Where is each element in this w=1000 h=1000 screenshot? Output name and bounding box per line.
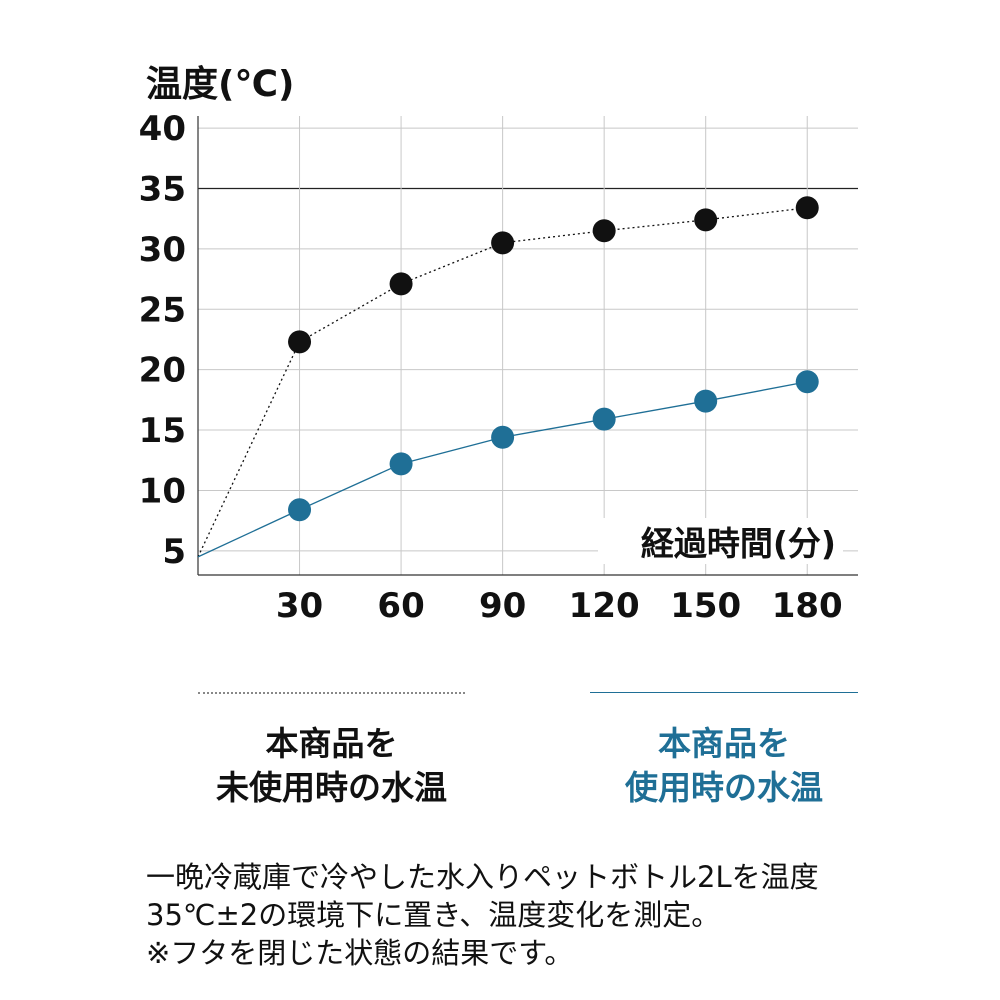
y-tick-label: 30 [139, 230, 186, 270]
x-tick-label: 90 [479, 586, 526, 626]
x-axis-label-background [598, 518, 843, 564]
x-axis-label: 経過時間(分) [641, 524, 836, 563]
axes [197, 116, 858, 576]
data-point [694, 208, 718, 232]
legend-label-used: 本商品を 使用時の水温 [590, 722, 858, 810]
series-1 [197, 196, 819, 558]
x-tick-label: 120 [569, 586, 640, 626]
footnote: 一晩冷蔵庫で冷やした水入りペットボトル2Lを温度 35℃±2の環境下に置き、温度… [146, 858, 986, 972]
y-tick-label: 35 [139, 169, 186, 209]
grid-lines [198, 116, 858, 575]
y-axis-label: 温度(℃) [146, 64, 295, 105]
y-tick-label: 15 [139, 411, 186, 451]
y-tick-label: 10 [139, 471, 186, 511]
data-point [795, 196, 819, 220]
tick-labels: 5 10 15 20 25 30 35 40 30 60 90 120 150 180 [139, 109, 843, 626]
data-point [491, 425, 515, 449]
x-tick-label: 150 [670, 586, 741, 626]
data-point [795, 370, 819, 394]
series-2 [197, 370, 819, 558]
data-point [389, 272, 413, 296]
y-tick-label: 25 [139, 290, 186, 330]
data-series [197, 196, 819, 558]
data-point [592, 407, 616, 431]
y-tick-label: 5 [162, 532, 186, 572]
data-point [288, 330, 312, 354]
legend-label-unused: 本商品を 未使用時の水温 [198, 722, 465, 810]
data-point [288, 498, 312, 522]
legend-label-used-line1: 本商品を [658, 724, 790, 763]
footnote-line3: ※フタを閉じた状態の結果です。 [146, 936, 574, 970]
legend-line-used [590, 692, 858, 693]
data-point [592, 219, 616, 243]
legend-label-unused-line2: 未使用時の水温 [216, 768, 447, 807]
footnote-line2: 35℃±2の環境下に置き、温度変化を測定。 [146, 898, 721, 932]
x-tick-label: 180 [772, 586, 843, 626]
y-tick-label: 40 [139, 109, 186, 149]
x-tick-label: 60 [377, 586, 424, 626]
legend-label-used-line2: 使用時の水温 [625, 768, 823, 807]
x-tick-label: 30 [276, 586, 323, 626]
temperature-chart: 5 10 15 20 25 30 35 40 30 60 90 120 150 180 温度(℃) 経過時… [139, 64, 858, 626]
footnote-line1: 一晩冷蔵庫で冷やした水入りペットボトル2Lを温度 [146, 860, 819, 894]
legend-line-unused [198, 692, 465, 694]
data-point [694, 389, 718, 413]
data-point [491, 231, 515, 255]
y-tick-label: 20 [139, 351, 186, 391]
legend-label-unused-line1: 本商品を [265, 724, 398, 763]
data-point [389, 452, 413, 476]
